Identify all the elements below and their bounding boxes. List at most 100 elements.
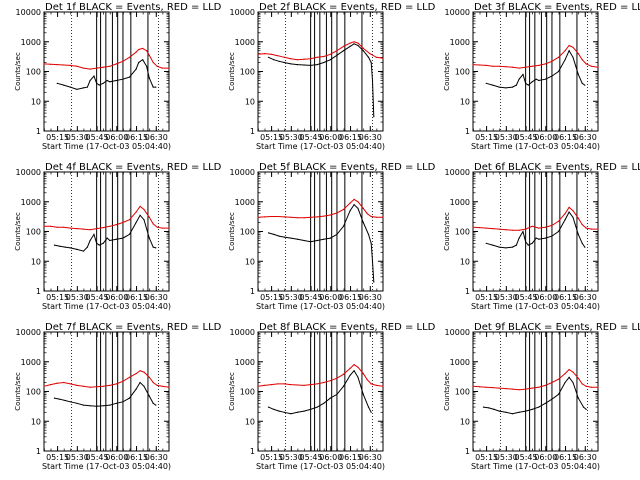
series-events-point bbox=[498, 246, 500, 248]
series-lld-point bbox=[270, 384, 272, 386]
series-events-point bbox=[329, 237, 331, 239]
series-events-point bbox=[135, 68, 137, 70]
y-tick-label: 1 bbox=[465, 127, 470, 136]
x-tick-label: 05:45 bbox=[86, 133, 109, 142]
series-events-point bbox=[69, 401, 71, 403]
series-events-point bbox=[273, 233, 275, 235]
x-tick-label: 05:15 bbox=[475, 453, 498, 462]
series-events-point bbox=[357, 44, 359, 47]
series-lld-point bbox=[472, 385, 474, 387]
series-events-point bbox=[342, 385, 345, 387]
x-tick-label: 06:30 bbox=[359, 293, 382, 302]
series-lld-point bbox=[143, 208, 145, 211]
series-events-point bbox=[527, 84, 529, 86]
series-lld-point bbox=[122, 380, 124, 382]
plot-frame bbox=[43, 331, 170, 452]
series-lld-point bbox=[283, 383, 285, 385]
chart-title: Det 7f BLACK = Events, RED = LLD bbox=[45, 322, 222, 333]
y-tick-label: 10 bbox=[460, 257, 470, 266]
series-lld-point bbox=[102, 227, 104, 229]
x-tick-label: 06:30 bbox=[145, 293, 168, 302]
chart-title: Det 3f BLACK = Events, RED = LLD bbox=[474, 2, 640, 13]
series-lld-point bbox=[109, 384, 111, 386]
series-events-point bbox=[109, 81, 111, 83]
series-events-point bbox=[278, 410, 280, 412]
series-lld-point bbox=[572, 46, 574, 48]
series-lld-point bbox=[498, 387, 500, 389]
series-lld-point bbox=[568, 44, 570, 47]
series-events-point bbox=[138, 61, 140, 64]
y-tick-label: 10000 bbox=[445, 168, 470, 177]
plot-frame bbox=[43, 11, 170, 132]
series-lld-point bbox=[290, 216, 292, 218]
series-lld-line bbox=[43, 47, 169, 70]
x-tick-label: 06:15 bbox=[125, 453, 148, 462]
y-tick-label: 1 bbox=[36, 447, 41, 456]
series-lld-point bbox=[277, 55, 279, 57]
x-tick-label: 05:30 bbox=[495, 453, 518, 462]
series-events-point bbox=[135, 388, 137, 390]
x-tick-label: 06:30 bbox=[574, 133, 597, 142]
series-events-point bbox=[349, 210, 351, 212]
series-events-point bbox=[96, 405, 98, 407]
series-lld-point bbox=[69, 64, 71, 66]
series-lld-point bbox=[577, 377, 579, 379]
series-events-point bbox=[544, 237, 547, 239]
series-lld-point bbox=[63, 226, 65, 228]
series-lld-point bbox=[353, 198, 355, 200]
y-tick-label: 1000 bbox=[235, 198, 255, 207]
x-tick-label: 06:00 bbox=[534, 293, 557, 302]
series-events-point bbox=[568, 376, 570, 378]
y-tick-label: 10000 bbox=[230, 8, 255, 17]
series-lld-point bbox=[353, 364, 355, 366]
y-tick-label: 10 bbox=[245, 417, 255, 426]
y-axis-label: Counts/sec bbox=[228, 52, 236, 91]
series-events-point bbox=[505, 87, 507, 89]
series-lld-point bbox=[538, 227, 540, 229]
series-lld-point bbox=[168, 67, 170, 69]
series-lld-point bbox=[597, 66, 599, 68]
chart-panel-4: Det 4f BLACK = Events, RED = LLD 1 10 100 10… bbox=[14, 162, 222, 311]
series-events-point bbox=[370, 411, 372, 413]
x-tick-label: 06:30 bbox=[574, 453, 597, 462]
y-tick-label: 1000 bbox=[235, 38, 255, 47]
series-events-point bbox=[278, 60, 280, 62]
series-events-point bbox=[538, 238, 540, 240]
series-events-point bbox=[482, 406, 485, 408]
series-lld-point bbox=[316, 383, 318, 385]
series-events-point bbox=[505, 247, 507, 249]
x-tick-label: 06:00 bbox=[534, 133, 557, 142]
series-lld-point bbox=[375, 216, 377, 218]
x-tick-label: 06:30 bbox=[145, 453, 168, 462]
series-lld-point bbox=[369, 53, 371, 55]
y-axis-label: Counts/sec bbox=[443, 372, 451, 411]
series-events-point bbox=[89, 239, 91, 242]
series-lld-point bbox=[152, 223, 154, 225]
series-lld-point bbox=[336, 50, 338, 52]
series-lld-point bbox=[115, 224, 117, 226]
series-lld-point bbox=[505, 66, 507, 68]
series-events-point bbox=[515, 84, 518, 86]
series-events-point bbox=[551, 235, 553, 237]
series-events-point bbox=[531, 81, 533, 83]
x-tick-label: 06:00 bbox=[105, 133, 128, 142]
series-lld-point bbox=[581, 224, 583, 226]
y-tick-label: 100 bbox=[26, 388, 41, 397]
series-lld-line bbox=[472, 44, 599, 69]
series-events-point bbox=[577, 73, 579, 75]
x-tick-label: 05:30 bbox=[280, 293, 303, 302]
series-lld-point bbox=[585, 385, 587, 387]
series-events-line bbox=[486, 211, 586, 249]
series-events-point bbox=[518, 237, 520, 239]
y-tick-label: 10 bbox=[31, 257, 41, 266]
series-events-point bbox=[76, 402, 78, 404]
series-events-point bbox=[373, 116, 375, 118]
series-lld-point bbox=[43, 225, 45, 227]
series-events-point bbox=[527, 244, 529, 246]
series-events-point bbox=[511, 86, 514, 88]
series-lld-point bbox=[148, 216, 150, 218]
series-lld-point bbox=[257, 385, 259, 387]
chart-title: Det 8f BLACK = Events, RED = LLD bbox=[259, 322, 436, 333]
series-events-point bbox=[69, 247, 71, 249]
series-lld-point bbox=[56, 226, 58, 228]
